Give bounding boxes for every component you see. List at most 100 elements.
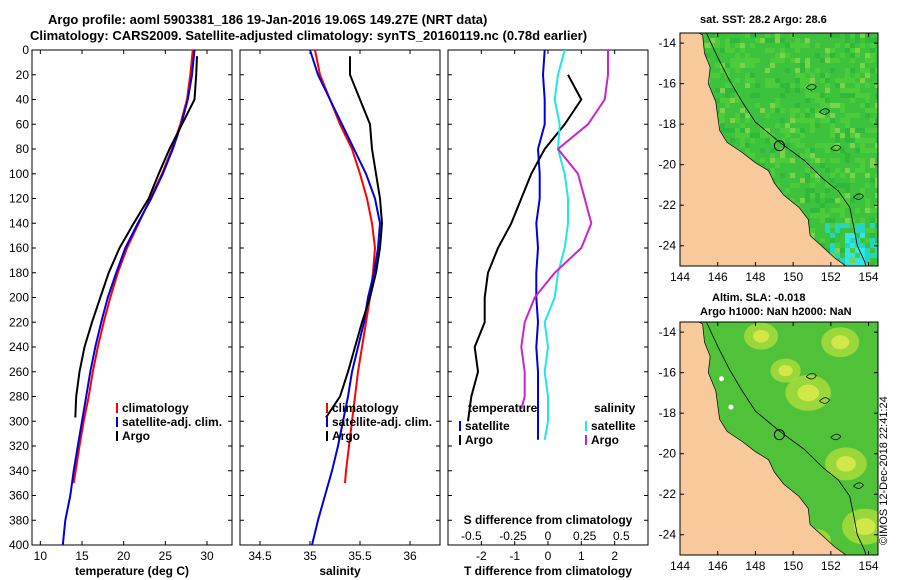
sst-cell — [795, 138, 800, 143]
sst-cell — [715, 98, 720, 103]
sst-cell — [805, 63, 810, 68]
reef-outline — [805, 373, 817, 380]
x-tick-label-top: 0.5 — [613, 529, 630, 543]
sst-cell — [715, 63, 720, 68]
sst-cell — [855, 88, 860, 93]
sst-cell — [765, 133, 770, 138]
sst-cell — [830, 103, 835, 108]
sst-cell — [785, 123, 790, 128]
sst-cell — [850, 223, 855, 228]
argo-position-marker — [773, 429, 785, 441]
shelf-contour — [706, 322, 867, 555]
sst-cell — [875, 118, 878, 123]
sst-cell — [865, 58, 870, 63]
sst-cell — [825, 58, 830, 63]
sst-cell — [800, 118, 805, 123]
sst-cell — [775, 123, 780, 128]
sst-cell — [860, 78, 865, 83]
y-tick-label: 320 — [9, 439, 29, 453]
sst-cell — [835, 228, 840, 233]
sst-cell — [875, 143, 878, 148]
sst-cell — [820, 203, 825, 208]
sst-cell — [815, 93, 820, 98]
sst-cell — [810, 233, 815, 238]
reef-outline — [819, 397, 830, 404]
sst-cell — [735, 128, 740, 133]
sst-cell — [735, 53, 740, 58]
reef-outline — [830, 144, 842, 152]
sst-cell — [845, 158, 850, 163]
sst-cell — [865, 33, 870, 38]
sst-cell — [790, 83, 795, 88]
legend-header: temperature — [468, 401, 538, 415]
series-s-satellite — [543, 49, 569, 440]
sst-cell — [875, 248, 878, 253]
sst-cell — [770, 173, 775, 178]
sst-cell — [740, 58, 745, 63]
sst-cell — [850, 143, 855, 148]
sst-cell — [860, 63, 865, 68]
sst-cell — [860, 158, 865, 163]
sst-cell — [860, 233, 865, 238]
x-tick-label: 34.5 — [248, 549, 272, 563]
sst-cell — [765, 138, 770, 143]
reef-outline — [852, 482, 864, 489]
sst-cell — [875, 68, 878, 73]
sst-cell — [800, 143, 805, 148]
sst-cell — [825, 83, 830, 88]
sst-cell — [845, 78, 850, 83]
y-tick-label: 280 — [9, 390, 29, 404]
sst-cell — [805, 118, 810, 123]
legend-label: Argo — [465, 433, 493, 447]
sst-cell — [830, 248, 835, 253]
sst-cell — [775, 58, 780, 63]
sst-cell — [770, 48, 775, 53]
sst-cell — [855, 228, 860, 233]
sst-cell — [840, 223, 845, 228]
figure-title-line2: Climatology: CARS2009. Satellite-adjuste… — [30, 28, 588, 43]
sst-cell — [730, 63, 735, 68]
map-y-tick-label: -16 — [659, 366, 677, 380]
sst-cell — [735, 118, 740, 123]
sst-cell — [860, 258, 865, 263]
sst-cell — [810, 158, 815, 163]
sst-cell — [850, 78, 855, 83]
sst-cell — [825, 248, 830, 253]
sst-cell — [815, 68, 820, 73]
sst-cell — [745, 133, 750, 138]
sst-cell — [765, 68, 770, 73]
sst-cell — [845, 243, 850, 248]
sst-cell — [870, 108, 875, 113]
sst-cell — [870, 53, 875, 58]
sst-cell — [840, 248, 845, 253]
argo-position-marker — [773, 140, 785, 152]
sst-cell — [850, 98, 855, 103]
sst-cell — [735, 68, 740, 73]
sst-cell — [865, 203, 870, 208]
legend-label: satellite — [591, 419, 636, 433]
sst-cell — [845, 258, 850, 263]
sst-cell — [825, 103, 830, 108]
sst-cell — [805, 78, 810, 83]
sst-cell — [830, 243, 835, 248]
sst-cell — [845, 133, 850, 138]
sst-cell — [730, 58, 735, 63]
sst-cell — [805, 108, 810, 113]
sst-cell — [755, 83, 760, 88]
sst-cell — [850, 133, 855, 138]
map-y-tick-label: -22 — [659, 198, 677, 212]
sst-cell — [845, 38, 850, 43]
sst-cell — [820, 143, 825, 148]
sst-cell — [860, 143, 865, 148]
sst-cell — [850, 53, 855, 58]
sst-cell — [875, 253, 878, 258]
map-x-tick-label: 148 — [745, 559, 765, 573]
sst-cell — [785, 133, 790, 138]
sst-cell — [875, 38, 878, 43]
sst-cell — [805, 153, 810, 158]
sst-cell — [845, 93, 850, 98]
sst-cell — [735, 98, 740, 103]
sst-cell — [815, 158, 820, 163]
sst-cell — [815, 53, 820, 58]
sst-cell — [805, 148, 810, 153]
